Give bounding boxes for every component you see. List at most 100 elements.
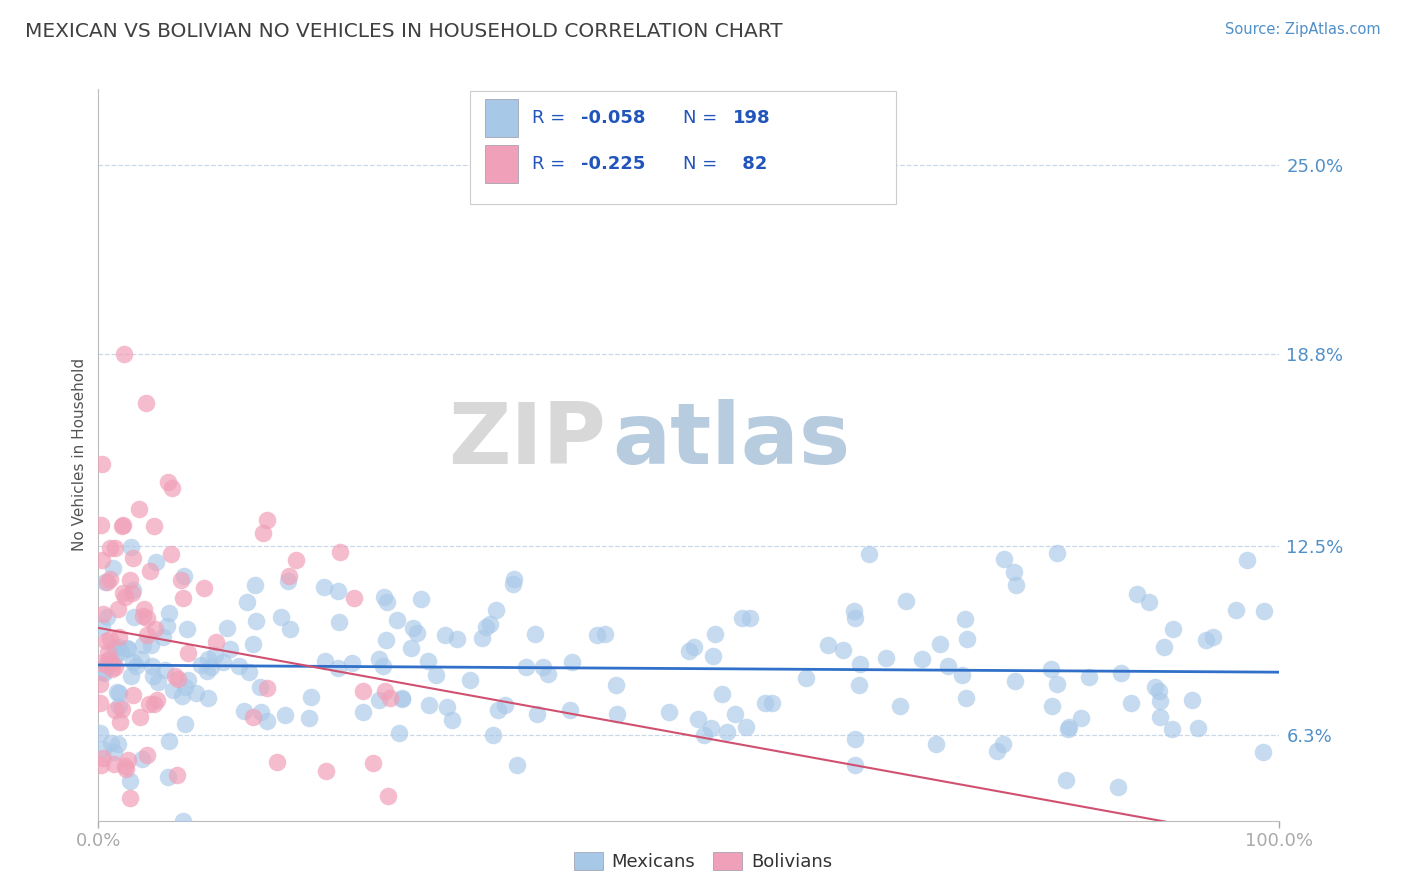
Point: [315, 764, 337, 779]
Point: [121, 585, 143, 599]
Point: [114, 590, 136, 604]
Text: 198: 198: [733, 110, 770, 128]
Point: [200, 660, 222, 674]
Point: [844, 611, 866, 625]
Point: [950, 668, 973, 682]
Point: [166, 768, 188, 782]
Point: [143, 622, 166, 636]
Point: [475, 620, 498, 634]
Point: [90, 458, 112, 472]
Point: [486, 703, 509, 717]
Point: [172, 591, 194, 605]
Point: [148, 675, 170, 690]
Point: [142, 518, 165, 533]
Point: [170, 574, 193, 588]
Point: [232, 704, 254, 718]
Text: Source: ZipAtlas.com: Source: ZipAtlas.com: [1225, 22, 1381, 37]
Point: [353, 705, 375, 719]
Point: [89, 696, 111, 710]
Point: [312, 580, 335, 594]
Point: [754, 696, 776, 710]
Point: [377, 789, 399, 804]
Point: [929, 637, 952, 651]
Text: R =: R =: [531, 155, 571, 173]
Point: [184, 686, 207, 700]
Point: [326, 660, 349, 674]
Point: [658, 705, 681, 719]
Point: [340, 656, 363, 670]
Point: [101, 662, 124, 676]
Point: [96, 610, 118, 624]
Text: ZIP: ZIP: [449, 399, 606, 482]
Point: [89, 656, 111, 670]
Point: [391, 691, 413, 706]
Point: [256, 681, 278, 695]
Point: [1187, 721, 1209, 735]
Point: [1046, 546, 1069, 560]
Point: [114, 759, 136, 773]
Point: [506, 757, 529, 772]
Point: [153, 663, 176, 677]
Point: [145, 555, 167, 569]
Point: [368, 651, 391, 665]
Point: [157, 733, 180, 747]
Point: [108, 630, 131, 644]
Point: [361, 756, 384, 770]
Point: [388, 726, 411, 740]
Point: [716, 724, 738, 739]
Point: [174, 680, 197, 694]
Point: [1137, 595, 1160, 609]
Point: [482, 727, 505, 741]
Point: [100, 736, 122, 750]
Point: [141, 659, 163, 673]
Point: [103, 745, 125, 759]
Point: [270, 609, 292, 624]
Point: [1181, 692, 1204, 706]
Point: [204, 648, 226, 662]
Point: [94, 633, 117, 648]
Point: [433, 628, 456, 642]
Point: [156, 619, 179, 633]
Point: [1045, 677, 1067, 691]
Point: [145, 693, 167, 707]
Point: [121, 655, 143, 669]
Point: [391, 691, 413, 706]
Point: [110, 645, 132, 659]
Point: [593, 627, 616, 641]
Point: [1002, 565, 1025, 579]
Point: [110, 715, 132, 730]
Point: [329, 545, 352, 559]
Point: [844, 757, 866, 772]
Point: [156, 770, 179, 784]
Point: [817, 639, 839, 653]
Point: [135, 395, 157, 409]
Point: [112, 347, 135, 361]
FancyBboxPatch shape: [485, 99, 517, 137]
Point: [314, 654, 336, 668]
Point: [1149, 710, 1171, 724]
Point: [98, 573, 121, 587]
Point: [343, 591, 366, 606]
Point: [108, 686, 131, 700]
Point: [993, 552, 1015, 566]
Point: [761, 696, 783, 710]
Point: [104, 703, 127, 717]
Point: [138, 697, 160, 711]
FancyBboxPatch shape: [485, 145, 517, 183]
Point: [1057, 722, 1080, 736]
Point: [105, 648, 128, 662]
Point: [111, 586, 134, 600]
Point: [986, 744, 1008, 758]
Point: [197, 690, 219, 705]
Point: [458, 673, 481, 687]
Point: [371, 658, 394, 673]
Point: [97, 652, 120, 666]
Point: [991, 737, 1014, 751]
Point: [406, 626, 429, 640]
Point: [1057, 720, 1080, 734]
Point: [167, 673, 190, 687]
Point: [115, 640, 138, 655]
Point: [103, 640, 125, 654]
Point: [399, 641, 422, 656]
Point: [129, 710, 152, 724]
